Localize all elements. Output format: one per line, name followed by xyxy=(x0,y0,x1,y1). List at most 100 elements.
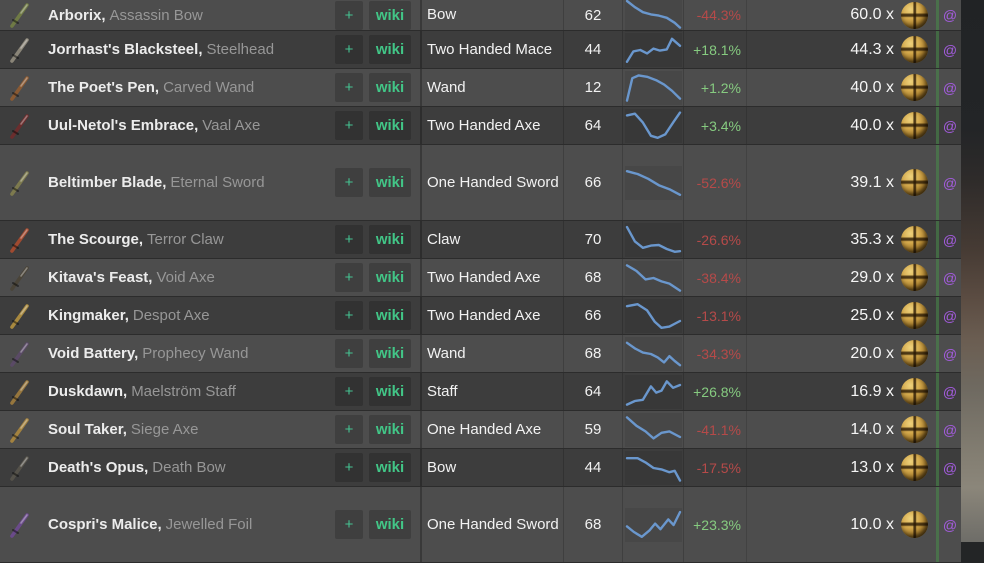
item-name-cell[interactable]: Arborix, Assassin Bow xyxy=(40,0,335,30)
item-base-type: Maelström Staff xyxy=(131,383,236,400)
item-name-cell[interactable]: Soul Taker, Siege Axe xyxy=(40,411,335,448)
add-item-button[interactable]: + xyxy=(335,35,363,64)
item-name-cell[interactable]: Jorrhast's Blacksteel, Steelhead xyxy=(40,31,335,68)
item-name-cell[interactable]: Kingmaker, Despot Axe xyxy=(40,297,335,334)
wiki-link[interactable]: wiki xyxy=(369,0,411,30)
table-row[interactable]: Void Battery, Prophecy Wand + wiki Wand … xyxy=(0,335,961,373)
item-level: 44 xyxy=(563,449,622,486)
item-value: 16.9 x xyxy=(850,382,894,400)
wiki-link[interactable]: wiki xyxy=(369,510,411,539)
wiki-link[interactable]: wiki xyxy=(369,339,411,368)
item-name[interactable]: The Poet's Pen, xyxy=(48,79,160,96)
whisper-at-icon[interactable]: @ xyxy=(942,383,958,400)
add-item-button[interactable]: + xyxy=(335,263,363,292)
whisper-at-icon[interactable]: @ xyxy=(942,174,958,191)
add-item-button[interactable]: + xyxy=(335,339,363,368)
table-row[interactable]: Beltimber Blade, Eternal Sword + wiki On… xyxy=(0,145,961,221)
item-name-cell[interactable]: Cospri's Malice, Jewelled Foil xyxy=(40,487,335,562)
item-name[interactable]: Kingmaker, xyxy=(48,307,129,324)
add-item-button[interactable]: + xyxy=(335,168,363,197)
item-name[interactable]: Kitava's Feast, xyxy=(48,269,153,286)
whisper-at-icon[interactable]: @ xyxy=(942,516,958,533)
table-row[interactable]: The Scourge, Terror Claw + wiki Claw 70 … xyxy=(0,221,961,259)
item-level: 64 xyxy=(563,373,622,410)
table-row[interactable]: Kitava's Feast, Void Axe + wiki Two Hand… xyxy=(0,259,961,297)
table-row[interactable]: Soul Taker, Siege Axe + wiki One Handed … xyxy=(0,411,961,449)
item-name[interactable]: The Scourge, xyxy=(48,231,144,248)
item-base-type: Despot Axe xyxy=(132,307,210,324)
exalted-orb-icon xyxy=(901,416,928,443)
table-row[interactable]: Uul-Netol's Embrace, Vaal Axe + wiki Two… xyxy=(0,107,961,145)
item-name[interactable]: Void Battery, xyxy=(48,345,139,362)
table-row[interactable]: The Poet's Pen, Carved Wand + wiki Wand … xyxy=(0,69,961,107)
add-item-button[interactable]: + xyxy=(335,415,363,444)
exalted-orb-icon xyxy=(901,378,928,405)
price-change-percent: +18.1% xyxy=(683,31,746,68)
wiki-link[interactable]: wiki xyxy=(369,453,411,482)
add-item-button[interactable]: + xyxy=(335,510,363,539)
item-name[interactable]: Cospri's Malice, xyxy=(48,516,162,533)
item-name-cell[interactable]: The Poet's Pen, Carved Wand xyxy=(40,69,335,106)
add-item-button[interactable]: + xyxy=(335,377,363,406)
whisper-at-icon[interactable]: @ xyxy=(942,459,958,476)
item-value: 40.0 x xyxy=(850,78,894,96)
whisper-at-icon[interactable]: @ xyxy=(942,117,958,134)
item-name-cell[interactable]: Uul-Netol's Embrace, Vaal Axe xyxy=(40,107,335,144)
table-row[interactable]: Duskdawn, Maelström Staff + wiki Staff 6… xyxy=(0,373,961,411)
whisper-at-icon[interactable]: @ xyxy=(942,41,958,58)
whisper-at-icon[interactable]: @ xyxy=(942,421,958,438)
wiki-link[interactable]: wiki xyxy=(369,415,411,444)
item-base-type: Eternal Sword xyxy=(170,174,265,191)
item-category: Bow xyxy=(420,0,563,30)
item-base-type: Jewelled Foil xyxy=(165,516,253,533)
item-name[interactable]: Arborix, xyxy=(48,6,106,24)
item-price-table: Arborix, Assassin Bow + wiki Bow 62 -44.… xyxy=(0,0,961,563)
item-art-icon xyxy=(0,411,40,448)
item-value-cell: 44.3 x xyxy=(746,31,936,68)
table-row[interactable]: Cospri's Malice, Jewelled Foil + wiki On… xyxy=(0,487,961,563)
item-name[interactable]: Death's Opus, xyxy=(48,459,149,476)
item-name-cell[interactable]: Death's Opus, Death Bow xyxy=(40,449,335,486)
item-name[interactable]: Jorrhast's Blacksteel, xyxy=(48,41,203,58)
add-item-button[interactable]: + xyxy=(335,73,363,102)
item-name[interactable]: Beltimber Blade, xyxy=(48,174,167,191)
wiki-link[interactable]: wiki xyxy=(369,301,411,330)
item-art-icon xyxy=(0,335,40,372)
item-category: Wand xyxy=(420,69,563,106)
item-name[interactable]: Soul Taker, xyxy=(48,421,127,438)
wiki-link[interactable]: wiki xyxy=(369,263,411,292)
item-name-cell[interactable]: The Scourge, Terror Claw xyxy=(40,221,335,258)
table-row[interactable]: Arborix, Assassin Bow + wiki Bow 62 -44.… xyxy=(0,0,961,32)
item-name-cell[interactable]: Beltimber Blade, Eternal Sword xyxy=(40,145,335,220)
whisper-at-icon[interactable]: @ xyxy=(942,307,958,324)
wiki-link[interactable]: wiki xyxy=(369,225,411,254)
whisper-at-icon[interactable]: @ xyxy=(942,79,958,96)
item-category: Two Handed Mace xyxy=(420,31,563,68)
item-name-cell[interactable]: Void Battery, Prophecy Wand xyxy=(40,335,335,372)
item-name-cell[interactable]: Kitava's Feast, Void Axe xyxy=(40,259,335,296)
add-item-button[interactable]: + xyxy=(335,453,363,482)
item-name[interactable]: Duskdawn, xyxy=(48,383,128,400)
whisper-at-icon[interactable]: @ xyxy=(942,231,958,248)
item-level: 66 xyxy=(563,297,622,334)
wiki-link[interactable]: wiki xyxy=(369,377,411,406)
wiki-link[interactable]: wiki xyxy=(369,73,411,102)
wiki-link[interactable]: wiki xyxy=(369,168,411,197)
table-row[interactable]: Jorrhast's Blacksteel, Steelhead + wiki … xyxy=(0,31,961,69)
whisper-at-icon[interactable]: @ xyxy=(942,7,958,23)
item-art-icon xyxy=(0,69,40,106)
add-item-button[interactable]: + xyxy=(335,0,363,30)
green-divider xyxy=(936,411,939,448)
add-item-button[interactable]: + xyxy=(335,225,363,254)
item-name-cell[interactable]: Duskdawn, Maelström Staff xyxy=(40,373,335,410)
table-row[interactable]: Death's Opus, Death Bow + wiki Bow 44 -1… xyxy=(0,449,961,487)
wiki-link[interactable]: wiki xyxy=(369,35,411,64)
item-value-cell: 35.3 x xyxy=(746,221,936,258)
table-row[interactable]: Kingmaker, Despot Axe + wiki Two Handed … xyxy=(0,297,961,335)
add-item-button[interactable]: + xyxy=(335,301,363,330)
whisper-at-icon[interactable]: @ xyxy=(942,269,958,286)
add-item-button[interactable]: + xyxy=(335,111,363,140)
item-name[interactable]: Uul-Netol's Embrace, xyxy=(48,117,199,134)
wiki-link[interactable]: wiki xyxy=(369,111,411,140)
whisper-at-icon[interactable]: @ xyxy=(942,345,958,362)
